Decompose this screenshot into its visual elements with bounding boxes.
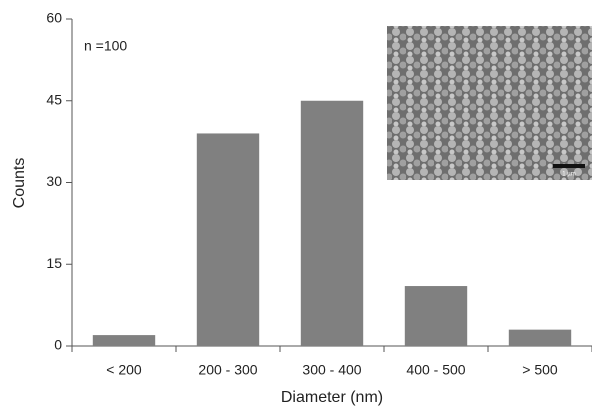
bar: [93, 335, 155, 346]
x-tick-label: 300 - 400: [302, 362, 361, 378]
y-tick-label: 45: [46, 91, 62, 107]
scale-label: 1 µm: [562, 172, 575, 178]
x-tick-label: 400 - 500: [406, 362, 465, 378]
sem-image: [387, 26, 592, 180]
x-tick-label: 200 - 300: [198, 362, 257, 378]
inset-image: 1 µm: [387, 26, 592, 180]
y-tick-label: 0: [54, 337, 62, 353]
bar: [301, 101, 363, 346]
x-axis-title: Diameter (nm): [281, 389, 383, 406]
y-axis-title: Counts: [11, 158, 28, 209]
annotation: n =100: [84, 38, 127, 54]
y-tick-label: 60: [46, 10, 62, 26]
y-tick-label: 30: [46, 173, 62, 189]
bar: [405, 286, 467, 346]
y-tick-label: 15: [46, 255, 62, 271]
bar: [509, 330, 571, 346]
x-tick-label: < 200: [106, 362, 142, 378]
bar: [197, 133, 259, 346]
x-tick-label: > 500: [522, 362, 558, 378]
scale-bar: [553, 164, 585, 168]
chart: n =100 1 µm Counts Diameter (nm) 0 15 30 45…: [0, 0, 592, 410]
